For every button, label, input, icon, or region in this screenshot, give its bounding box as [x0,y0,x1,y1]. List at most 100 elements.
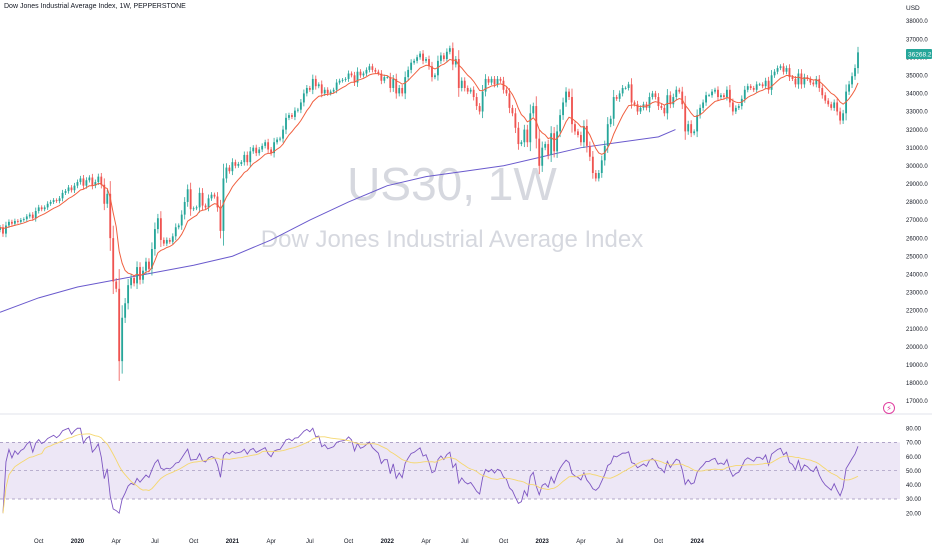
candle [103,178,106,211]
candle [276,137,278,145]
candle [612,89,615,126]
candle [782,63,785,75]
candle [94,179,97,189]
candle [514,108,517,134]
price-tick-label: 38000.0 [906,19,928,25]
candle [362,71,365,78]
ma200-polyline [0,129,676,313]
candle [651,90,654,100]
candle [663,104,666,117]
candle [294,107,296,121]
time-tick-label: Apr [576,539,585,545]
candle [174,223,177,241]
candle [153,222,156,256]
candle [55,198,58,203]
candle [270,146,273,156]
lightning-icon[interactable]: ⚡ [883,402,895,414]
candle [773,69,776,78]
price-tick-label: 31000.0 [906,146,928,152]
candle [839,107,842,125]
candle [538,130,541,175]
candle [168,237,171,244]
candle [469,87,472,94]
candle [207,194,210,212]
candle [183,197,186,220]
chart-title: Dow Jones Industrial Average Index, 1W, … [4,3,186,10]
candle [2,224,4,237]
candle [496,75,499,88]
candle [815,75,818,88]
candle [273,137,276,158]
time-tick-label: Jul [151,539,159,545]
price-tick-label: 20000.0 [906,345,928,351]
candle [636,100,639,115]
ema-polyline [0,58,859,277]
candle [684,95,687,140]
candle [526,124,529,148]
candle [19,217,22,224]
candle [106,189,109,208]
candle [222,163,225,246]
candle [761,82,764,89]
price-axis[interactable]: 38000.037000.036000.035000.034000.033000… [906,19,928,405]
candle [109,181,112,251]
candle [723,93,725,100]
candle [517,122,520,150]
candle [398,84,401,97]
candle [818,75,821,92]
rsi-tick-label: 20.00 [906,511,922,517]
candle [365,67,368,77]
candle [79,175,82,185]
candle [445,48,448,63]
candle [243,151,246,166]
candle [711,89,713,98]
candle [317,82,320,89]
candle [478,103,481,115]
watermark: US30, 1W Dow Jones Industrial Average In… [261,158,643,253]
candle [368,63,371,73]
candle [490,76,493,86]
candle [487,76,490,86]
price-tick-label: 25000.0 [906,254,928,260]
candle [177,223,180,230]
candle [556,124,559,158]
candle [40,205,43,212]
candle [585,119,588,153]
candle [842,109,845,124]
candle [553,127,556,158]
price-tick-label: 32000.0 [906,128,928,134]
candle [624,86,627,90]
candle [779,64,782,71]
candle [31,212,34,221]
candle [597,170,600,182]
candle [734,105,737,115]
candle [279,136,281,142]
candle [359,69,362,78]
candle [717,86,719,101]
candle [672,93,675,108]
candle [812,80,815,87]
candle [627,81,630,91]
candle [82,174,85,190]
candle [752,85,755,92]
candle [165,237,168,247]
candle [246,151,249,166]
price-tick-label: 30000.0 [906,164,928,170]
candle [124,298,127,323]
candle [291,113,293,120]
time-tick-label: Oct [34,539,44,545]
candle [180,210,183,230]
candle [374,67,377,74]
currency-label[interactable]: USD [906,5,920,12]
candle [225,163,228,183]
candle [133,274,135,287]
candle [448,45,451,55]
candle [824,92,827,104]
candle [708,93,710,97]
candle [529,104,532,152]
time-tick-label: Jul [616,539,624,545]
candle [833,99,836,111]
candle [121,305,124,374]
time-axis[interactable]: Oct 2020 Apr Jul Oct 2021 Apr Jul Oct 2022 Apr Jul O… [34,539,704,545]
